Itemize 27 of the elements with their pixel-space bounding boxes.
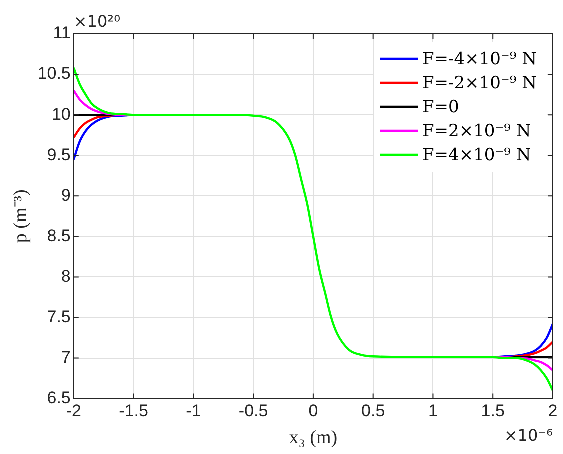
x-tick-label: 2 [548, 402, 558, 421]
y-axis-title: p (m⁻³) [10, 190, 32, 244]
text: ×10²⁰ [74, 12, 120, 32]
y-tick-label: 11 [53, 24, 71, 43]
x-tick-label: 1 [428, 402, 438, 421]
y-tick-label: 6.5 [47, 388, 71, 408]
x-tick-label: 0 [308, 402, 318, 421]
x-tick-label: -1 [186, 402, 202, 421]
y-tick-label: 9 [61, 186, 71, 205]
y-tick-label: 7 [61, 348, 71, 367]
x-tick-label: 1.5 [481, 402, 505, 421]
legend-label: F=4×10⁻⁹ N [422, 145, 532, 166]
x-axis-title: x₃ (m) [289, 428, 338, 449]
y-tick-label: 9.5 [47, 145, 71, 164]
y-tick-label: 10.5 [38, 64, 71, 84]
x-tick-label: -0.5 [238, 402, 268, 421]
legend-label: F=-2×10⁻⁹ N [422, 73, 538, 94]
y-tick-label: 10 [52, 104, 71, 124]
x-tick-label: -1.5 [119, 402, 148, 421]
text: ×10⁻⁶ [504, 426, 553, 445]
y-tick-label: 8 [61, 266, 71, 286]
y-tick-label: 8.5 [47, 226, 71, 246]
x-tick-label: 0.5 [362, 402, 386, 421]
legend-label: F=0 [422, 97, 460, 118]
legend-label: F=2×10⁻⁹ N [422, 121, 532, 142]
legend-label: F=-4×10⁻⁹ N [422, 49, 538, 70]
y-tick-label: 7.5 [47, 307, 71, 326]
